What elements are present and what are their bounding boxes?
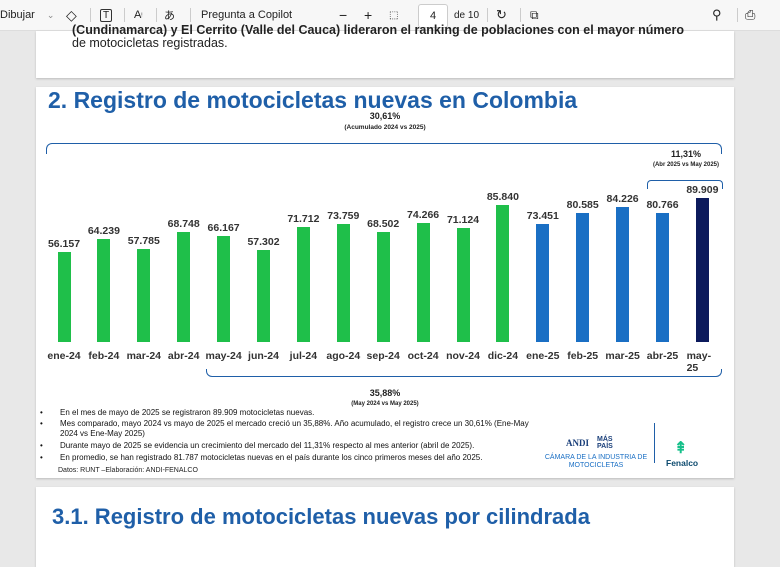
bar-mar-25 bbox=[616, 207, 630, 342]
bar-oct-24 bbox=[416, 223, 430, 342]
data-label: 68.502 bbox=[367, 218, 400, 231]
category-label: dic-24 bbox=[487, 350, 519, 362]
category-label: feb-24 bbox=[88, 350, 120, 362]
text-icon[interactable]: T bbox=[100, 0, 113, 30]
logo-divider bbox=[654, 423, 655, 463]
category-label: abr-24 bbox=[167, 350, 200, 362]
bullet-item: • En el mes de mayo de 2025 se registraro… bbox=[40, 408, 315, 417]
category-label: jun-24 bbox=[248, 350, 279, 362]
fenalco-icon: ⇞ bbox=[674, 440, 688, 457]
pdf-page-3: (Cundinamarca) y El Cerrito (Valle del C… bbox=[36, 23, 734, 78]
data-label: 68.748 bbox=[167, 217, 200, 230]
bar-jun-24 bbox=[257, 250, 270, 342]
bracket-abr-may bbox=[647, 180, 723, 189]
data-label: 73.451 bbox=[526, 210, 559, 223]
zoom-out-icon[interactable]: − bbox=[339, 7, 348, 23]
data-label: 74.266 bbox=[407, 209, 440, 222]
data-label: 85.840 bbox=[486, 190, 519, 203]
data-label: 73.759 bbox=[327, 209, 360, 222]
fenalco-logo: Fenalco bbox=[666, 458, 699, 468]
data-label: 80.585 bbox=[566, 198, 599, 211]
category-label: may-25 bbox=[686, 350, 712, 374]
draw-button[interactable]: Dibujar ⌄ bbox=[0, 9, 55, 21]
fit-width-icon[interactable]: ⬚ bbox=[389, 9, 399, 21]
data-label: 57.785 bbox=[127, 235, 160, 248]
bar-jul-24 bbox=[296, 227, 310, 342]
page-view-icon[interactable]: ⧉ bbox=[530, 7, 539, 22]
data-label: 80.766 bbox=[646, 198, 679, 211]
data-label: 84.226 bbox=[606, 193, 639, 206]
category-label: oct-24 bbox=[407, 350, 439, 362]
print-icon[interactable]: ⎙ bbox=[745, 7, 756, 22]
category-label: ene-25 bbox=[526, 350, 560, 362]
data-label: 57.302 bbox=[247, 236, 280, 249]
eraser-icon[interactable]: ◇ bbox=[66, 6, 77, 23]
data-label: 66.167 bbox=[207, 222, 240, 235]
data-label: 71.712 bbox=[287, 213, 320, 226]
bar-mar-24 bbox=[137, 249, 151, 342]
bullet-item: • Mes comparado, mayo 2024 vs mayo de 202… bbox=[40, 419, 529, 438]
category-label: feb-25 bbox=[567, 350, 599, 362]
slide-title: 2. Registro de motocicletas nuevas en Co… bbox=[48, 87, 578, 113]
copilot-button[interactable]: Pregunta a Copilot bbox=[201, 9, 293, 21]
bar-ene-24 bbox=[57, 252, 71, 342]
data-label: 64.239 bbox=[87, 225, 120, 238]
search-icon[interactable]: ⚲ bbox=[712, 7, 722, 22]
page-number-input[interactable]: 4 bbox=[418, 4, 448, 28]
zoom-in-icon[interactable]: + bbox=[364, 7, 373, 23]
bracket-may-may bbox=[206, 369, 722, 377]
bullet-item: • En promedio, se han registrado 81.787 m… bbox=[40, 453, 483, 462]
bullet-item: • Durante mayo de 2025 se evidencia un cr… bbox=[40, 441, 475, 450]
bar-nov-24 bbox=[456, 228, 470, 342]
bar-may-25 bbox=[695, 198, 709, 342]
category-label: mar-24 bbox=[126, 350, 162, 362]
bar-feb-25 bbox=[576, 212, 590, 342]
category-label: mar-25 bbox=[605, 350, 640, 362]
category-label: ene-24 bbox=[47, 350, 81, 362]
andi-logo: ANDI bbox=[566, 438, 590, 448]
pdf-page-5: 3.1. Registro de motocicletas nuevas por… bbox=[36, 487, 734, 567]
slide-title: 3.1. Registro de motocicletas nuevas por… bbox=[52, 504, 590, 529]
page-total: de 10 bbox=[454, 9, 480, 21]
category-label: jul-24 bbox=[289, 350, 318, 362]
category-label: may-24 bbox=[205, 350, 242, 362]
bar-feb-24 bbox=[97, 239, 111, 342]
bar-abr-25 bbox=[656, 212, 669, 342]
data-label: 71.124 bbox=[446, 214, 480, 227]
bar-sep-24 bbox=[376, 232, 390, 342]
bar-dic-24 bbox=[496, 204, 510, 342]
bar-abr-24 bbox=[177, 231, 191, 342]
mas-pais-logo: MÁS PAÍS bbox=[597, 436, 613, 450]
translate-icon[interactable]: あ bbox=[164, 10, 175, 22]
chevron-down-icon: ⌄ bbox=[46, 9, 55, 20]
bar-may-24 bbox=[217, 236, 231, 342]
bar-ago-24 bbox=[336, 223, 350, 342]
bracket-acumulado bbox=[46, 143, 722, 154]
category-label: sep-24 bbox=[366, 350, 400, 362]
category-label: ago-24 bbox=[326, 350, 361, 362]
rotate-icon[interactable]: ↻ bbox=[496, 7, 507, 22]
category-label: abr-25 bbox=[646, 350, 679, 362]
data-label: 89.909 bbox=[686, 184, 719, 196]
bar-ene-25 bbox=[536, 224, 550, 342]
pdf-page-4: 2. Registro de motocicletas nuevas en Co… bbox=[36, 87, 734, 478]
category-label: nov-24 bbox=[446, 350, 480, 362]
data-label: 56.157 bbox=[47, 238, 81, 251]
